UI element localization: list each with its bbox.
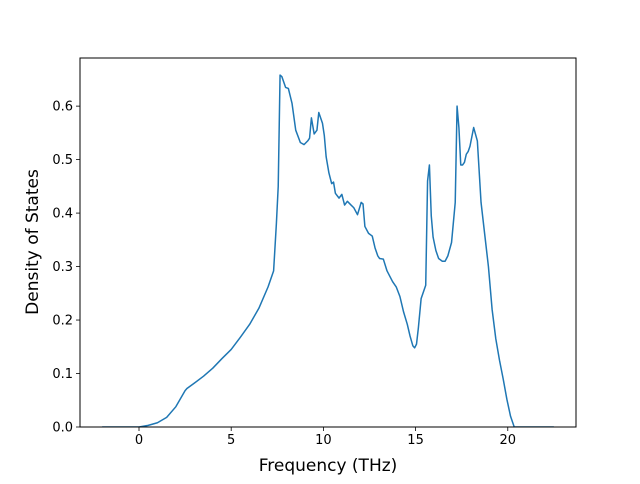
x-tick-label: 10 bbox=[315, 433, 332, 448]
y-tick-label: 0.6 bbox=[52, 100, 73, 115]
x-tick-label: 15 bbox=[407, 433, 424, 448]
x-tick-label: 0 bbox=[135, 433, 143, 448]
y-axis-label: Density of States bbox=[23, 169, 43, 315]
y-tick-label: 0.5 bbox=[52, 153, 73, 168]
y-tick-label: 0.0 bbox=[52, 421, 73, 436]
x-tick-label: 20 bbox=[500, 433, 517, 448]
axis-ticks: 0 5 10 15 20 0.0 0.1 0.2 0.3 0.4 0.5 0.6 bbox=[52, 100, 516, 448]
plot-area bbox=[102, 74, 554, 427]
y-tick-label: 0.3 bbox=[52, 260, 73, 275]
y-tick-label: 0.2 bbox=[52, 314, 73, 329]
x-axis-label: Frequency (THz) bbox=[259, 456, 398, 476]
x-tick-label: 5 bbox=[227, 433, 235, 448]
dos-series-line bbox=[102, 74, 554, 427]
y-tick-label: 0.1 bbox=[52, 367, 73, 382]
axes-frame bbox=[79, 57, 577, 428]
y-tick-label: 0.4 bbox=[52, 207, 73, 222]
